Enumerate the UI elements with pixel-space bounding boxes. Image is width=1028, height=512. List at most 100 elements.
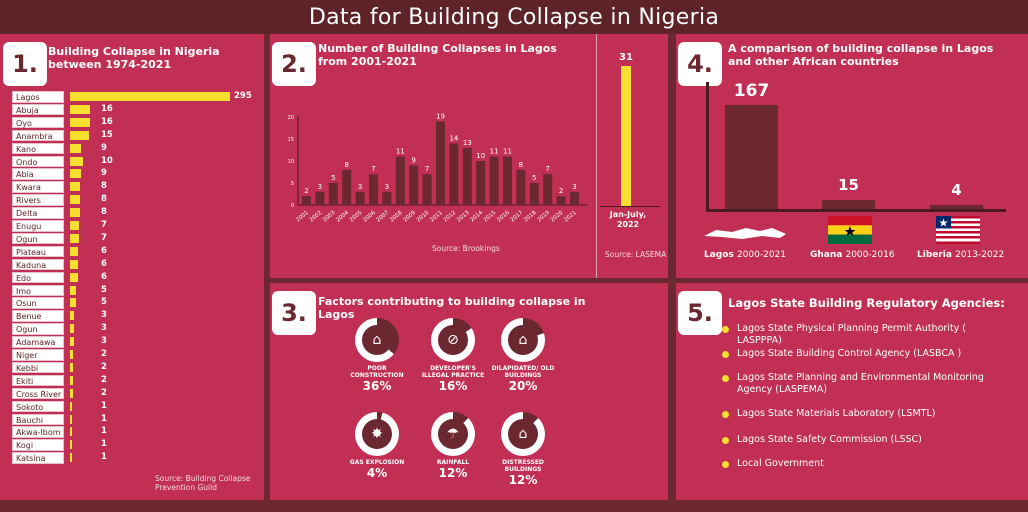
factor-label: DILAPIDATED/ OLD BUILDINGS <box>491 365 555 379</box>
year-label: 2004 <box>335 210 350 224</box>
year-bar <box>315 191 325 205</box>
year-value: 10 <box>476 152 485 160</box>
agency-name: Lagos State Safety Commission (LSSC) <box>737 434 922 445</box>
state-label: Ekiti <box>12 374 64 387</box>
state-row: Abuja <box>12 103 64 116</box>
year-bar <box>355 191 365 205</box>
state-row: Akwa-Ibom <box>12 426 64 438</box>
year-bar <box>328 183 338 205</box>
state-bar <box>70 195 80 205</box>
factor-item: ⌂ DISTRESSED BUILDINGS 12% <box>488 412 558 487</box>
state-label: Imo <box>12 284 64 296</box>
year-label: 2020 <box>550 210 565 224</box>
section2-source2: Source: LASEMA <box>605 250 667 259</box>
factor-ring: ⌂ <box>355 318 399 362</box>
state-label: Benue <box>12 310 64 322</box>
state-row: Bauchi <box>12 413 64 425</box>
agency-item: Lagos State Planning and Environmental M… <box>722 372 1012 396</box>
year-value: 7 <box>371 165 375 173</box>
year-value: 5 <box>331 174 335 182</box>
state-value: 3 <box>101 310 107 321</box>
chart-lagos-yearly: 2015105022001320025200382004320057200632… <box>288 112 588 224</box>
state-row: Lagos <box>12 91 64 103</box>
factor-ring: ⌂ <box>501 318 545 362</box>
comparison-value: 167 <box>733 81 770 101</box>
state-bar <box>70 92 230 101</box>
state-value: 5 <box>101 284 107 295</box>
factor-item: ⌂ POOR CONSTRUCTION 36% <box>342 318 412 393</box>
state-bar <box>70 130 89 140</box>
state-value: 9 <box>101 168 107 179</box>
year-label: 2005 <box>349 210 364 224</box>
state-row: Katsina <box>12 452 64 464</box>
state-value: 1 <box>101 413 107 424</box>
state-value: 16 <box>101 103 113 114</box>
year-label: 2013 <box>456 210 471 224</box>
state-bar <box>70 182 80 192</box>
distressed-house-icon: ⌂ <box>508 419 538 449</box>
extra-bar <box>621 66 631 206</box>
state-label: Abia <box>12 168 64 180</box>
year-bar <box>409 165 419 205</box>
state-label: Rivers <box>12 194 64 206</box>
page-title: Data for Building Collapse in Nigeria <box>0 0 1028 34</box>
year-value: 2 <box>559 187 563 195</box>
state-row: Anambra <box>12 129 64 142</box>
state-label: Edo <box>12 271 64 284</box>
state-row: Oyo <box>12 116 64 129</box>
year-value: 3 <box>385 183 389 191</box>
year-label: 2021 <box>563 210 578 224</box>
state-label: Sokoto <box>12 400 64 413</box>
state-label: Bauchi <box>12 413 64 425</box>
state-row: Sokoto <box>12 400 64 413</box>
agency-item: Local Government <box>722 458 1012 470</box>
y-tick-label: 20 <box>288 115 294 121</box>
section-number-4: 4. <box>678 42 722 86</box>
state-value: 6 <box>101 245 107 256</box>
year-label: 2002 <box>309 210 324 224</box>
state-label: Osun <box>12 297 64 309</box>
state-value: 1 <box>101 452 107 463</box>
factor-percent: 16% <box>438 379 468 393</box>
year-label: 2003 <box>322 210 337 224</box>
bullet-icon <box>722 326 729 333</box>
state-bar <box>70 117 90 127</box>
year-label: 2015 <box>483 210 498 224</box>
year-bar <box>382 191 392 205</box>
state-value: 9 <box>101 142 107 153</box>
state-label: Kwara <box>12 181 64 193</box>
factor-percent: 20% <box>508 379 538 393</box>
state-value: 7 <box>101 232 107 243</box>
state-value: 3 <box>101 336 107 347</box>
state-bar <box>70 246 78 256</box>
state-bar <box>70 259 78 269</box>
agency-item: Lagos State Building Control Agency (LAS… <box>722 348 1012 360</box>
factor-label: DISTRESSED BUILDINGS <box>502 459 544 473</box>
year-value: 3 <box>572 183 576 191</box>
state-value: 295 <box>234 91 252 101</box>
section-number-5: 5. <box>678 291 722 335</box>
state-label: Abuja <box>12 103 64 116</box>
factor-label: RAINFALL <box>436 459 470 466</box>
year-value: 7 <box>425 165 429 173</box>
state-row: Osun <box>12 297 64 309</box>
year-value: 8 <box>344 161 348 169</box>
factor-ring: ☂ <box>431 412 475 456</box>
year-bar <box>489 156 499 205</box>
factor-ring: ⊘ <box>431 318 475 362</box>
comparison-bar <box>725 105 778 209</box>
year-label: 2001 <box>295 210 310 224</box>
extra-bar-value: 31 <box>619 52 633 63</box>
state-bar <box>70 350 73 359</box>
year-value: 13 <box>463 139 472 147</box>
panel-agencies <box>676 283 1028 500</box>
state-value: 2 <box>101 387 107 398</box>
year-bar <box>449 143 459 205</box>
state-bar <box>70 143 82 153</box>
no-entry-icon: ⊘ <box>438 325 468 355</box>
year-label: 2014 <box>469 210 484 224</box>
year-value: 14 <box>449 134 458 142</box>
state-bar <box>70 233 79 243</box>
agency-name: Lagos State Materials Laboratory (LSMTL) <box>737 408 936 419</box>
year-bar <box>302 196 311 205</box>
